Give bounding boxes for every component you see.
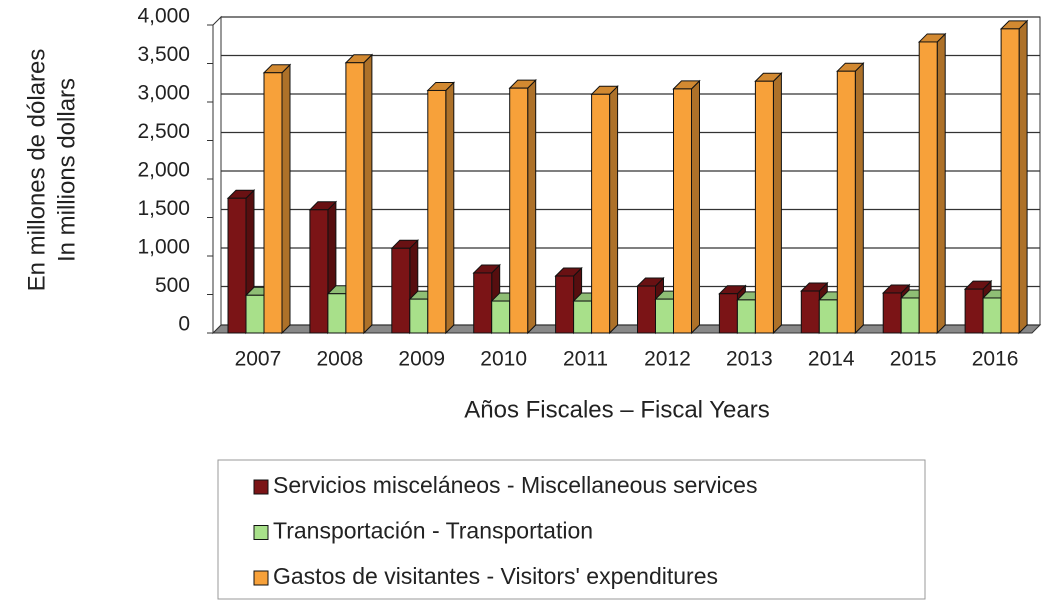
x-tick-label: 2008: [316, 348, 363, 371]
bar: [427, 89, 447, 334]
bar: [263, 72, 283, 334]
x-tick-label: 2011: [563, 348, 608, 371]
y-tick-label: 4,000: [137, 5, 190, 28]
bar: [718, 293, 738, 334]
x-tick-label: 2014: [808, 348, 855, 371]
bar: [882, 292, 902, 334]
legend-swatch: [253, 525, 269, 540]
bar: [509, 87, 529, 334]
bar: [391, 247, 411, 334]
bar: [555, 275, 575, 334]
y-axis-title: In millions dollars: [53, 78, 80, 262]
bar: [409, 298, 429, 334]
bar: [655, 298, 674, 334]
y-tick-label: 1,500: [137, 197, 190, 220]
bar-side: [854, 61, 864, 335]
bar: [673, 88, 692, 334]
x-tick-label: 2015: [890, 348, 937, 371]
x-axis-title: Años Fiscales – Fiscal Years: [464, 396, 769, 423]
bar: [754, 80, 774, 334]
y-tick-label: 2,500: [137, 120, 190, 143]
bar: [345, 62, 365, 334]
y-tick-label: 0: [178, 313, 190, 336]
bar-side: [772, 72, 782, 335]
x-tick-label: 2009: [398, 348, 445, 371]
bar: [309, 209, 329, 334]
bar: [637, 285, 656, 334]
y-tick-label: 1,000: [137, 236, 190, 259]
bar: [573, 300, 593, 334]
bar-side: [281, 63, 291, 335]
y-tick-label: 3,500: [137, 43, 190, 66]
y-axis-title: En millones de dólares: [23, 49, 50, 292]
bar-side: [936, 32, 946, 335]
bar: [982, 297, 1002, 334]
x-tick-label: 2012: [644, 348, 691, 371]
bar: [818, 299, 838, 334]
bar: [964, 288, 984, 334]
bar-side: [445, 81, 455, 335]
bar: [591, 93, 611, 334]
legend-swatch: [253, 570, 269, 586]
bar: [918, 41, 938, 334]
legend-box: [217, 459, 926, 600]
bar: [800, 290, 820, 334]
bar-side: [1018, 19, 1028, 335]
y-tick-label: 3,000: [137, 82, 190, 105]
bar-side: [527, 78, 537, 335]
legend-label: Gastos de visitantes - Visitors' expendi…: [273, 563, 718, 589]
bar: [327, 293, 347, 334]
bar-side: [609, 85, 619, 335]
legend-label: Transportación - Transportation: [273, 518, 593, 544]
side-wall: [212, 15, 222, 335]
y-tick-label: 2,000: [137, 159, 190, 182]
x-tick-label: 2007: [235, 348, 282, 371]
x-tick-label: 2013: [726, 348, 773, 371]
bar: [1000, 28, 1020, 334]
bar-side: [363, 53, 373, 335]
legend-swatch: [253, 479, 269, 495]
y-tick-label: 500: [155, 274, 190, 297]
x-tick-label: 2016: [972, 348, 1019, 371]
bar: [900, 297, 920, 334]
bar: [491, 300, 511, 334]
bar: [245, 294, 265, 334]
bar: [227, 197, 247, 334]
legend-label: Servicios misceláneos - Miscellaneous se…: [273, 472, 757, 498]
bar: [836, 70, 856, 334]
bar-side: [691, 79, 700, 335]
bar: [473, 272, 493, 334]
x-tick-label: 2010: [480, 348, 527, 371]
bar: [736, 299, 756, 334]
